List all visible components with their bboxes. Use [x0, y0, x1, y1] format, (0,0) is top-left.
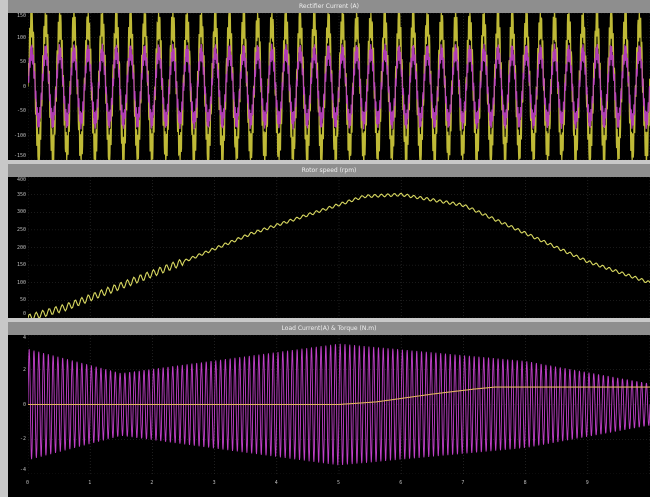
x-tick-label: 2 [150, 480, 154, 486]
x-tick-label: 3 [212, 480, 216, 486]
y-tick-label: -150 [13, 153, 26, 159]
plot-area[interactable] [28, 177, 650, 318]
x-tick-label: 7 [461, 480, 465, 486]
load-current-chart [28, 335, 650, 474]
series-line [28, 386, 650, 406]
y-tick-label: 4 [22, 335, 26, 341]
y-tick-label: -4 [19, 467, 26, 473]
x-tick-label: 4 [274, 480, 278, 486]
y-tick-label: 400 [16, 177, 26, 183]
grid [28, 177, 650, 318]
y-tick-label: 0 [22, 311, 26, 317]
rotor-speed-panel: Rotor speed (rpm) 400 350 300 250 200 150 100 5… [8, 164, 650, 318]
x-tick-label: 0 [26, 480, 30, 486]
x-axis: 0 1 2 3 4 5 6 7 8 9 [8, 474, 650, 497]
panel-title: Load Current(A) & Torque (N.m) [8, 322, 650, 335]
rectifier-current-panel: Rectifier Current (A) 150 100 50 0 -50 -100 -1… [8, 0, 650, 160]
x-tick-label: 8 [523, 480, 527, 486]
y-tick-label: 100 [16, 279, 26, 286]
plot-area[interactable] [28, 335, 650, 474]
y-tick-label: 200 [16, 244, 26, 251]
series-line [28, 13, 650, 160]
x-tick-label: 9 [585, 480, 589, 486]
load-current-panel: Load Current(A) & Torque (N.m) 4 2 0 -2 -4 [8, 322, 650, 474]
x-tick-label: 6 [399, 480, 403, 486]
y-tick-label: 300 [16, 209, 26, 216]
series-line [28, 192, 650, 318]
y-tick-label: -2 [19, 436, 26, 443]
panel-title: Rotor speed (rpm) [8, 164, 650, 177]
y-tick-label: 50 [19, 297, 26, 304]
rectifier-current-chart [28, 13, 650, 160]
y-axis: 150 100 50 0 -50 -100 -150 [8, 13, 28, 160]
y-tick-label: -100 [13, 132, 26, 139]
y-tick-label: 2 [22, 366, 26, 373]
y-tick-label: 150 [16, 262, 26, 269]
y-tick-label: 50 [19, 59, 26, 65]
rotor-speed-chart [28, 177, 650, 318]
panel-title: Rectifier Current (A) [8, 0, 650, 13]
x-tick-label: 5 [337, 480, 341, 486]
plot-area[interactable] [28, 13, 650, 160]
series-line [28, 43, 650, 130]
y-axis: 4 2 0 -2 -4 [8, 335, 28, 474]
y-tick-label: 100 [16, 34, 26, 41]
y-tick-label: 0 [22, 83, 26, 90]
y-tick-label: 150 [16, 13, 26, 19]
y-tick-label: 250 [16, 226, 26, 233]
y-tick-label: 0 [22, 401, 26, 408]
x-tick-label: 1 [88, 480, 92, 486]
y-axis: 400 350 300 250 200 150 100 50 0 [8, 177, 28, 318]
y-tick-label: -50 [16, 108, 26, 114]
y-tick-label: 350 [16, 191, 26, 198]
